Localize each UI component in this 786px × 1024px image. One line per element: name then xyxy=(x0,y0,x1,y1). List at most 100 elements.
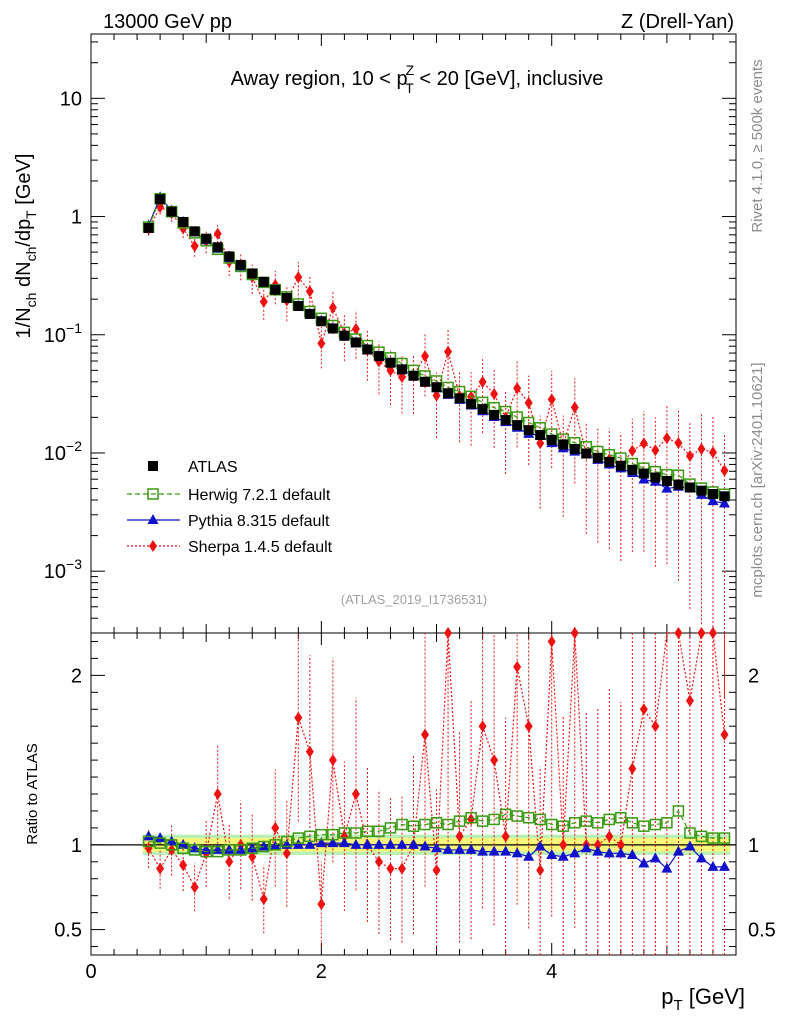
sherpa-point-ratio xyxy=(720,728,729,741)
sherpa-point-ratio xyxy=(259,893,268,906)
atlas-point-main xyxy=(535,429,546,440)
pythia-point-ratio xyxy=(569,847,581,858)
y-tick-label: 10 xyxy=(60,88,82,110)
atlas-point-main xyxy=(477,404,488,415)
atlas-point-main xyxy=(201,233,212,244)
pythia-point-ratio xyxy=(315,837,327,848)
pythia-point-ratio xyxy=(396,838,408,849)
pythia-line-main xyxy=(148,196,725,505)
legend-label-herwig: Herwig 7.2.1 default xyxy=(188,487,331,504)
ratio-frame xyxy=(90,632,737,956)
xlabel-main: p xyxy=(661,984,673,1009)
herwig-point-ratio xyxy=(638,820,650,832)
x-axis-label: pT [GeV] xyxy=(661,984,745,1014)
pythia-point-main xyxy=(661,482,673,493)
atlas-point-main xyxy=(235,259,246,270)
atlas-point-main xyxy=(684,482,695,493)
ylabel-a: 1/N xyxy=(13,307,35,338)
ratio-y-tick-label: 1 xyxy=(71,835,82,857)
x-tick-labels: 0 2 4 xyxy=(85,961,557,983)
sherpa-point-main xyxy=(328,301,337,314)
pythia-point-ratio xyxy=(707,860,719,871)
ratio-ticks xyxy=(90,633,737,955)
ratio-panel: 2 2 1 1 0.5 0.5 Ratio to ATLAS xyxy=(24,627,776,956)
atlas-point-main xyxy=(339,330,350,341)
mcplots-label: mcplots.cern.ch [arXiv:2401.10621] xyxy=(749,362,766,597)
herwig-point-ratio xyxy=(430,817,443,829)
herwig-point-ratio xyxy=(142,835,155,848)
atlas-point-main xyxy=(258,276,269,287)
atlas-point-main xyxy=(362,344,373,355)
sherpa-point-ratio xyxy=(374,855,383,868)
herwig-point-ratio xyxy=(384,822,397,834)
pythia-point-ratio xyxy=(384,838,396,849)
atlas-point-main xyxy=(270,284,281,295)
herwig-point-ratio xyxy=(626,817,639,829)
analysis-id: (ATLAS_2019_I1736531) xyxy=(341,592,487,607)
herwig-point-ratio xyxy=(499,808,512,821)
pythia-point-ratio xyxy=(684,840,696,851)
herwig-point-ratio xyxy=(534,813,546,826)
sherpa-point-main xyxy=(628,444,637,457)
sherpa-point-main xyxy=(662,432,671,445)
herwig-point-ratio xyxy=(615,811,627,824)
sherpa-point-ratio xyxy=(421,728,430,741)
title-part-a: Away region, 10 < p xyxy=(231,68,408,90)
pythia-point-ratio xyxy=(143,830,155,841)
sherpa-point-main xyxy=(674,436,683,449)
atlas-point-main xyxy=(247,268,258,279)
pythia-point-ratio xyxy=(534,840,546,851)
herwig-point-ratio xyxy=(592,817,604,829)
pythia-point-ratio xyxy=(235,843,247,854)
atlas-point-main xyxy=(408,370,419,381)
pythia-point-ratio xyxy=(546,849,558,860)
pythia-point-ratio xyxy=(649,852,661,863)
sherpa-point-ratio xyxy=(651,720,660,733)
x-tick-label: 0 xyxy=(85,961,96,983)
atlas-point-main xyxy=(304,308,315,319)
herwig-point-ratio xyxy=(154,837,166,849)
atlas-point-main xyxy=(281,292,292,303)
sherpa-point-ratio xyxy=(213,788,222,800)
pythia-point-ratio xyxy=(361,838,373,849)
atlas-point-main xyxy=(212,242,223,253)
pythia-point-ratio xyxy=(223,843,235,854)
main-marks xyxy=(142,191,731,698)
atlas-point-main xyxy=(719,491,730,502)
sherpa-point-ratio xyxy=(282,847,291,860)
legend: ATLAS Herwig 7.2.1 default Pythia 8.315 de… xyxy=(127,459,333,556)
pythia-point-ratio xyxy=(269,840,281,851)
atlas-point-main xyxy=(592,452,603,463)
herwig-point-ratio xyxy=(281,835,293,848)
atlas-point-main xyxy=(396,364,407,375)
pythia-point-ratio xyxy=(419,840,431,851)
sherpa-point-ratio xyxy=(593,838,602,851)
herwig-point-ratio xyxy=(200,845,212,858)
sherpa-point-ratio xyxy=(674,627,683,639)
atlas-point-main xyxy=(558,439,569,450)
sherpa-point-ratio xyxy=(685,694,694,707)
sherpa-point-main xyxy=(513,382,522,395)
pythia-point-ratio xyxy=(154,832,166,843)
pythia-point-ratio xyxy=(465,843,477,854)
pythia-point-ratio xyxy=(258,840,270,851)
xlabel-unit: [GeV] xyxy=(683,984,745,1009)
herwig-point-ratio xyxy=(465,811,477,824)
atlas-point-main xyxy=(373,351,384,362)
sherpa-point-main xyxy=(685,449,694,462)
herwig-point-ratio xyxy=(338,827,351,839)
herwig-point-ratio xyxy=(661,817,673,829)
legend-label-sherpa: Sherpa 1.4.5 default xyxy=(188,539,333,556)
sherpa-point-ratio xyxy=(628,762,637,775)
title-sub: T xyxy=(405,80,414,96)
ylabel-c: /dp xyxy=(13,219,35,247)
herwig-point-ratio xyxy=(695,830,708,843)
atlas-point-main xyxy=(696,485,707,496)
pythia-point-ratio xyxy=(580,842,592,853)
herwig-point-ratio xyxy=(453,815,466,827)
ratio-y-tick-label-right: 1 xyxy=(748,835,759,857)
y-tick-label: 10−3 xyxy=(44,556,82,583)
herwig-point-ratio xyxy=(603,813,616,826)
